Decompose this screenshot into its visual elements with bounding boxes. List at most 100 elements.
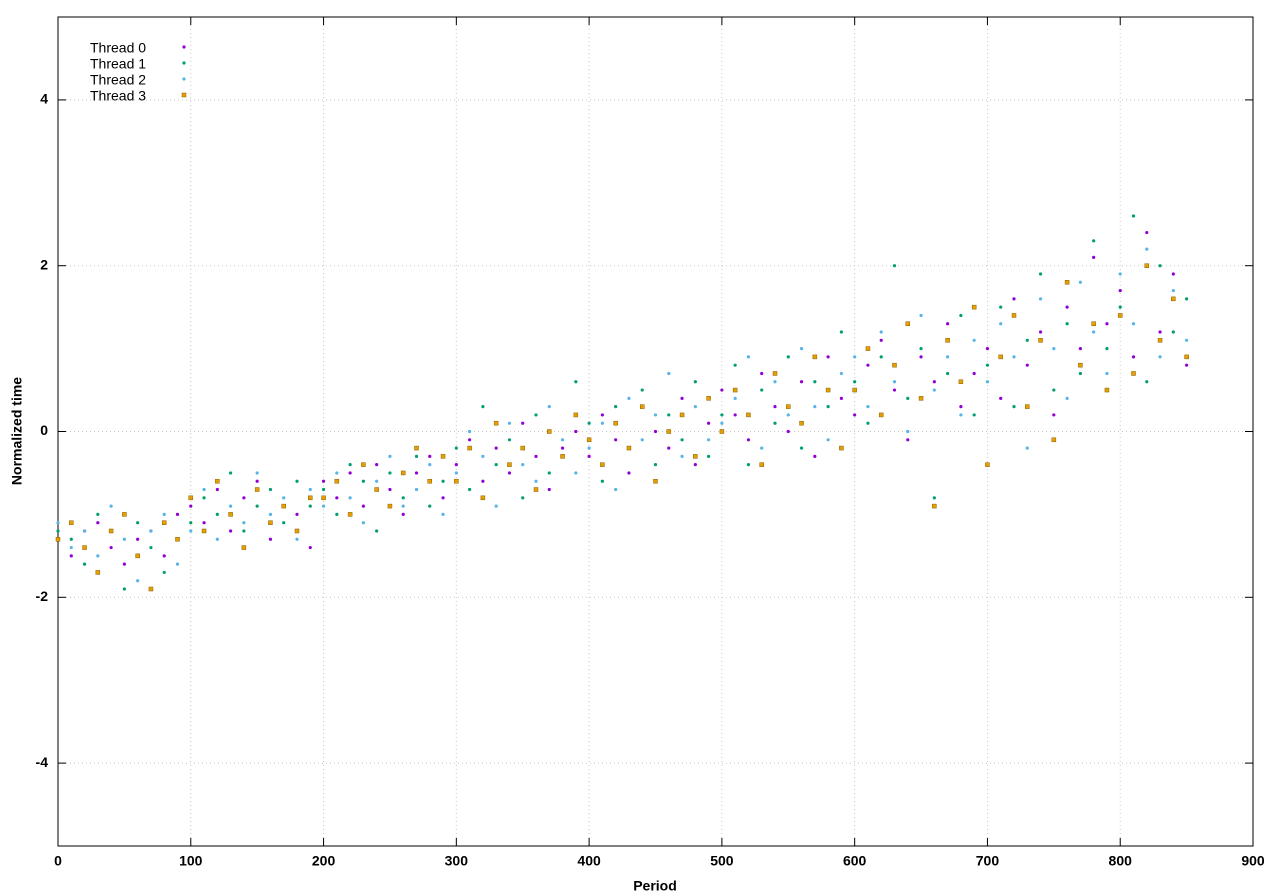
data-point xyxy=(414,487,419,492)
data-point xyxy=(614,438,618,442)
data-point xyxy=(999,305,1003,309)
data-point xyxy=(733,363,737,367)
data-point xyxy=(919,347,923,351)
data-point xyxy=(773,421,777,425)
data-point xyxy=(733,413,737,417)
data-point xyxy=(1131,371,1136,376)
data-point xyxy=(680,396,684,400)
data-point xyxy=(521,463,525,467)
data-point xyxy=(560,446,565,450)
data-point xyxy=(162,570,166,575)
data-point xyxy=(985,347,990,351)
data-point xyxy=(1131,355,1136,359)
data-point xyxy=(428,454,432,458)
data-point xyxy=(335,471,339,475)
data-point xyxy=(69,520,74,525)
data-point xyxy=(746,412,751,418)
legend-marker xyxy=(182,45,186,49)
data-point xyxy=(348,496,352,500)
y-axis-label: Normalized time xyxy=(9,377,25,485)
data-point xyxy=(188,495,194,501)
data-point xyxy=(547,429,552,434)
data-point xyxy=(1052,388,1056,392)
data-point xyxy=(228,512,233,517)
data-point xyxy=(959,313,963,318)
data-point xyxy=(375,479,379,483)
data-point xyxy=(614,487,618,492)
data-point xyxy=(826,355,830,359)
x-tick-label: 700 xyxy=(976,853,1000,869)
data-point xyxy=(1171,288,1175,293)
data-point xyxy=(813,405,817,409)
legend-label: Thread 2 xyxy=(90,72,146,88)
data-point xyxy=(321,479,326,483)
data-point xyxy=(839,445,844,451)
data-point xyxy=(229,529,233,533)
data-point xyxy=(853,355,857,359)
data-point xyxy=(242,496,246,500)
data-point xyxy=(149,545,153,550)
data-point xyxy=(1105,322,1109,326)
legend-marker xyxy=(182,61,186,65)
data-point xyxy=(95,570,101,575)
data-point xyxy=(109,545,113,550)
data-point xyxy=(201,528,207,534)
data-point xyxy=(149,529,153,533)
data-point xyxy=(534,454,538,458)
data-point xyxy=(707,438,711,442)
data-point xyxy=(56,521,60,525)
data-point xyxy=(494,463,498,467)
data-point xyxy=(1185,297,1189,301)
data-point xyxy=(760,388,764,392)
data-point xyxy=(906,438,910,442)
data-point xyxy=(826,438,830,442)
data-point xyxy=(1092,330,1096,334)
data-point xyxy=(573,412,579,418)
y-tick-label: -2 xyxy=(36,588,49,604)
data-point xyxy=(321,495,326,501)
data-point xyxy=(972,413,976,417)
data-point xyxy=(586,437,592,443)
data-point xyxy=(1118,272,1122,276)
data-point xyxy=(401,512,405,517)
data-point xyxy=(825,387,831,393)
data-point xyxy=(1078,280,1082,284)
data-point xyxy=(1065,305,1069,309)
data-point xyxy=(361,521,365,525)
legend-label: Thread 0 xyxy=(90,40,146,56)
data-point xyxy=(574,380,578,384)
data-point xyxy=(640,438,644,442)
data-point xyxy=(520,445,525,451)
data-point xyxy=(852,387,857,393)
data-point xyxy=(866,363,870,367)
data-point xyxy=(719,429,725,434)
data-point xyxy=(1184,354,1189,360)
data-point xyxy=(786,355,790,359)
data-point xyxy=(826,405,830,409)
data-point xyxy=(348,463,352,467)
data-point xyxy=(707,454,711,458)
data-point xyxy=(481,479,485,483)
data-point xyxy=(1117,313,1123,318)
data-point xyxy=(454,471,458,475)
data-point xyxy=(879,330,883,334)
data-point xyxy=(321,487,326,492)
y-tick-label: 4 xyxy=(40,91,48,107)
x-axis-label: Period xyxy=(633,878,677,894)
data-point xyxy=(242,529,246,533)
data-point xyxy=(720,388,724,392)
data-point xyxy=(493,420,499,426)
data-point xyxy=(1065,396,1069,400)
data-point xyxy=(799,446,804,450)
data-point xyxy=(215,537,219,541)
data-point xyxy=(680,438,684,442)
data-point xyxy=(295,537,299,541)
data-point xyxy=(400,470,406,476)
data-point xyxy=(175,562,180,566)
data-point xyxy=(334,478,340,484)
data-point xyxy=(1025,404,1030,409)
data-point xyxy=(242,521,246,525)
data-point xyxy=(162,554,166,558)
data-point xyxy=(122,562,126,566)
data-point xyxy=(1038,338,1043,343)
